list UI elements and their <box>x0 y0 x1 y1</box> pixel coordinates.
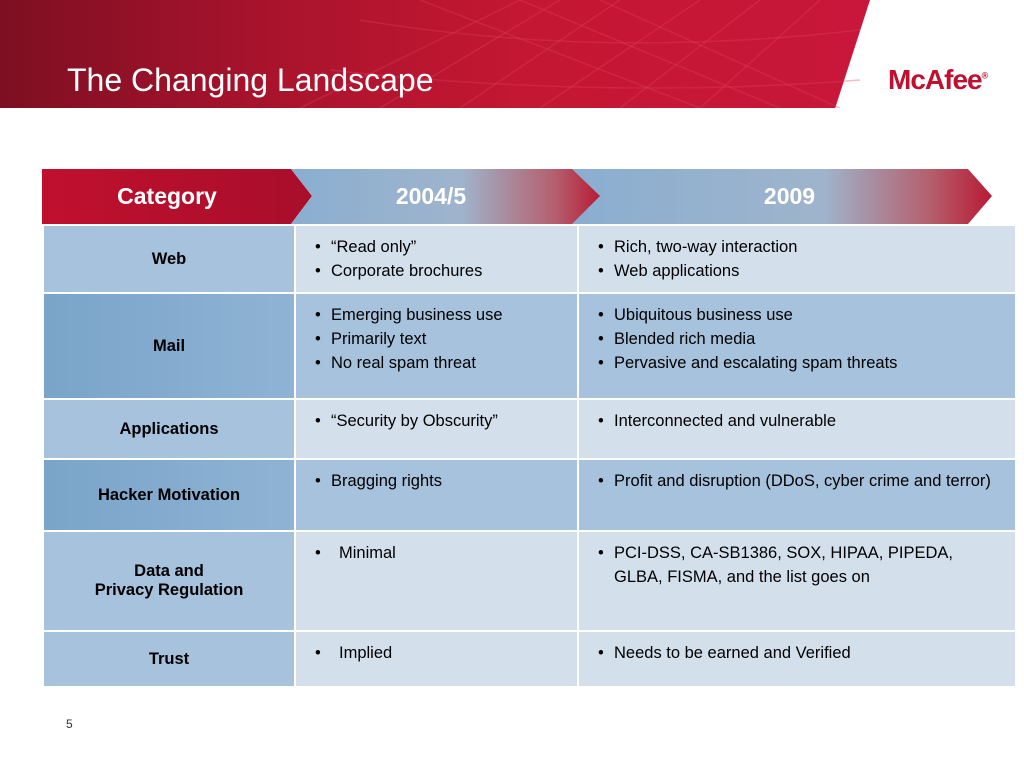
list-item: “Security by Obscurity” <box>315 409 566 433</box>
list-item: Profit and disruption (DDoS, cyber crime… <box>598 469 1004 493</box>
list-item: Ubiquitous business use <box>598 303 1004 327</box>
category-line: Privacy Regulation <box>94 581 244 599</box>
bullet-list: Bragging rights <box>297 461 576 501</box>
header-2004-arrow <box>291 169 601 224</box>
header-banner: The Changing Landscape <box>0 0 1024 108</box>
banner-background <box>0 0 870 108</box>
cell-2004: “Read only” Corporate brochures <box>294 224 579 294</box>
header-2009: 2009 <box>572 169 992 224</box>
cell-2004: “Security by Obscurity” <box>294 398 579 460</box>
bullet-list: Implied <box>297 633 576 673</box>
category-cell: Trust <box>42 630 296 688</box>
mcafee-logo: McAfee® <box>888 64 988 95</box>
table-row: Web “Read only” Corporate brochures Rich… <box>42 224 1017 294</box>
cell-2009: Ubiquitous business use Blended rich med… <box>577 292 1017 400</box>
landscape-table: Web “Read only” Corporate brochures Rich… <box>42 224 1017 688</box>
bullet-list: Rich, two-way interaction Web applicatio… <box>580 227 1014 291</box>
table-row: Trust Implied Needs to be earned and Ver… <box>42 630 1017 688</box>
bullet-list: PCI-DSS, CA-SB1386, SOX, HIPAA, PIPEDA, … <box>580 533 1014 597</box>
bullet-list: Emerging business use Primarily text No … <box>297 295 576 383</box>
cell-2009: Interconnected and vulnerable <box>577 398 1017 460</box>
page-title: The Changing Landscape <box>67 62 434 98</box>
bullet-list: “Security by Obscurity” <box>297 401 576 441</box>
bullet-list: Needs to be earned and Verified <box>580 633 1014 673</box>
list-item: Web applications <box>598 259 1004 283</box>
list-item: Rich, two-way interaction <box>598 235 1004 259</box>
list-item: Emerging business use <box>315 303 566 327</box>
list-item: Pervasive and escalating spam threats <box>598 351 1004 375</box>
category-cell: Web <box>42 224 296 294</box>
list-item: Needs to be earned and Verified <box>598 641 1004 665</box>
cell-2009: PCI-DSS, CA-SB1386, SOX, HIPAA, PIPEDA, … <box>577 530 1017 632</box>
banner-decoration <box>299 0 861 108</box>
bullet-list: Ubiquitous business use Blended rich med… <box>580 295 1014 383</box>
header-2009-label: 2009 <box>763 183 816 209</box>
table-row: Mail Emerging business use Primarily tex… <box>42 292 1017 400</box>
list-item: No real spam threat <box>315 351 566 375</box>
list-item: Interconnected and vulnerable <box>598 409 1004 433</box>
list-item: “Read only” <box>315 235 566 259</box>
header-2004: 2004/5 <box>291 169 601 224</box>
cell-2004: Emerging business use Primarily text No … <box>294 292 579 400</box>
bullet-list: Profit and disruption (DDoS, cyber crime… <box>580 461 1014 501</box>
page-number: 5 <box>66 717 73 731</box>
cell-2004: Bragging rights <box>294 458 579 532</box>
category-cell: Hacker Motivation <box>42 458 296 532</box>
list-item: Minimal <box>315 541 566 565</box>
header-category-arrow <box>42 169 312 224</box>
header-2004-label: 2004/5 <box>395 183 467 209</box>
header-category: Category <box>42 169 312 224</box>
category-line: Data and <box>134 562 204 580</box>
category-cell: Mail <box>42 292 296 400</box>
table-row: Hacker Motivation Bragging rights Profit… <box>42 458 1017 532</box>
list-item: Primarily text <box>315 327 566 351</box>
list-item: Blended rich media <box>598 327 1004 351</box>
header-category-label: Category <box>117 183 217 209</box>
cell-2009: Profit and disruption (DDoS, cyber crime… <box>577 458 1017 532</box>
list-item: PCI-DSS, CA-SB1386, SOX, HIPAA, PIPEDA, … <box>598 541 1004 589</box>
cell-2009: Rich, two-way interaction Web applicatio… <box>577 224 1017 294</box>
list-item: Bragging rights <box>315 469 566 493</box>
cell-2004: Minimal <box>294 530 579 632</box>
list-item: Corporate brochures <box>315 259 566 283</box>
cell-2004: Implied <box>294 630 579 688</box>
list-item: Implied <box>315 641 566 665</box>
header-2009-arrow <box>572 169 992 224</box>
table-row: Data and Privacy Regulation Minimal PCI-… <box>42 530 1017 632</box>
category-cell: Data and Privacy Regulation <box>42 530 296 632</box>
category-cell: Applications <box>42 398 296 460</box>
cell-2009: Needs to be earned and Verified <box>577 630 1017 688</box>
bullet-list: “Read only” Corporate brochures <box>297 227 576 291</box>
table-row: Applications “Security by Obscurity” Int… <box>42 398 1017 460</box>
bullet-list: Interconnected and vulnerable <box>580 401 1014 441</box>
bullet-list: Minimal <box>297 533 576 573</box>
